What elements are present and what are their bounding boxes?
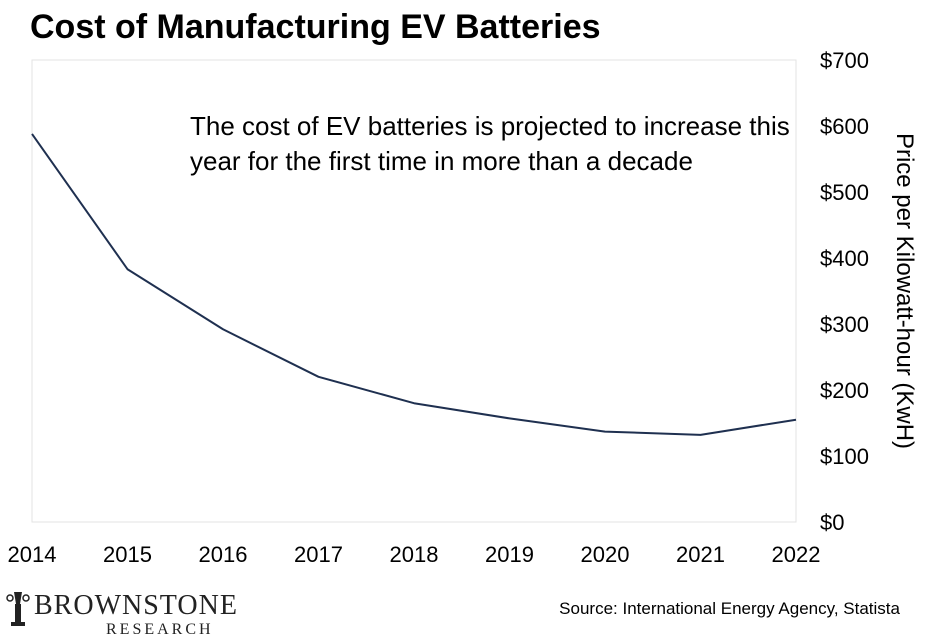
y-axis-ticks: $0 $100 $200 $300 $400 $500 $600 $700: [820, 48, 869, 535]
lamp-icon: [6, 592, 30, 626]
x-tick-label: 2022: [772, 542, 821, 567]
x-tick-label: 2021: [676, 542, 725, 567]
x-axis-ticks: 2014 2015 2016 2017 2018 2019 2020 2021 2022: [8, 542, 821, 567]
y-tick-label: $600: [820, 114, 869, 139]
x-tick-label: 2015: [103, 542, 152, 567]
x-tick-label: 2020: [581, 542, 630, 567]
y-tick-label: $300: [820, 312, 869, 337]
x-tick-label: 2016: [199, 542, 248, 567]
y-axis-label: Price per Kilowatt-hour (KwH): [891, 133, 918, 449]
chart-annotation: The cost of EV batteries is projected to…: [190, 111, 790, 176]
y-tick-label: $400: [820, 246, 869, 271]
x-tick-label: 2017: [294, 542, 343, 567]
x-tick-label: 2014: [8, 542, 57, 567]
y-tick-label: $200: [820, 378, 869, 403]
brownstone-logo: BROWNSTONE RESEARCH: [6, 590, 238, 638]
y-tick-label: $500: [820, 180, 869, 205]
x-tick-label: 2019: [485, 542, 534, 567]
series-line: [31, 133, 797, 436]
annotation-line-2: year for the first time in more than a d…: [190, 146, 693, 176]
annotation-line-1: The cost of EV batteries is projected to…: [190, 111, 790, 141]
source-note: Source: International Energy Agency, Sta…: [559, 599, 900, 618]
chart-title: Cost of Manufacturing EV Batteries: [30, 8, 601, 46]
y-tick-label: $0: [820, 510, 844, 535]
logo-name: BROWNSTONE: [34, 590, 238, 621]
y-tick-label: $100: [820, 444, 869, 469]
x-tick-label: 2018: [390, 542, 439, 567]
series-layer: [31, 133, 797, 436]
plot-area: [31, 59, 797, 523]
y-tick-label: $700: [820, 48, 869, 73]
logo-sub: RESEARCH: [106, 621, 214, 638]
